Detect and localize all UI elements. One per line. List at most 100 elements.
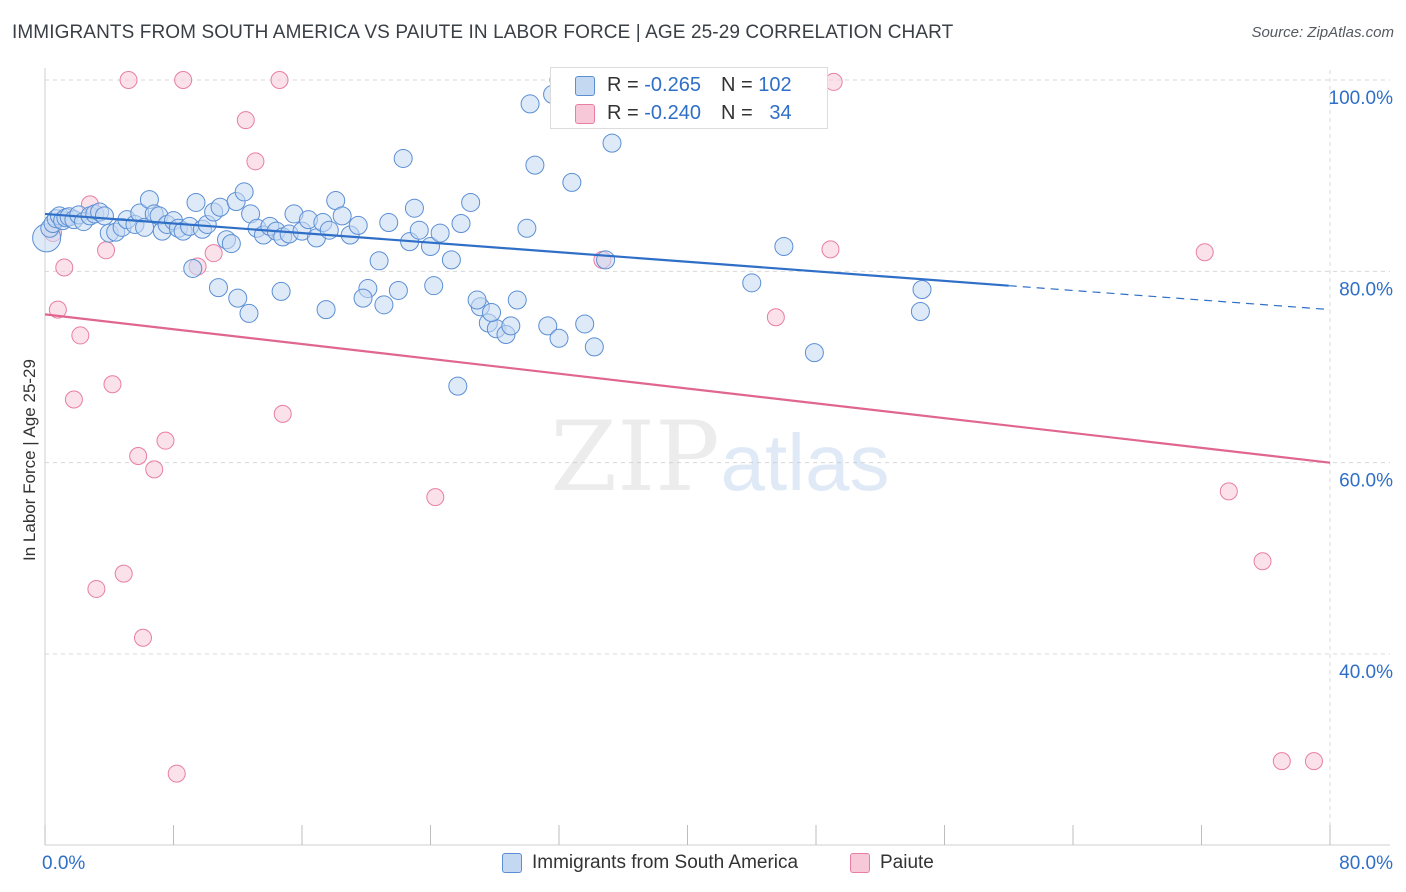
south-america-point — [441, 250, 461, 270]
south-america-point — [234, 182, 254, 202]
south-america-trend-line — [44, 212, 1009, 287]
y-tick-label: 60.0% — [1339, 471, 1393, 492]
paiute-point — [426, 488, 445, 507]
series-legend: Immigrants from South America Paiute — [0, 852, 1406, 878]
south-america-point — [596, 250, 616, 270]
south-america-point — [774, 236, 794, 256]
south-america-point — [348, 215, 368, 235]
source-credit: Source: ZipAtlas.com — [1251, 24, 1394, 41]
legend-swatch-pink — [850, 853, 870, 873]
legend-n-value: 102 — [758, 74, 792, 96]
legend-label: Paiute — [880, 852, 934, 873]
legend-swatch-blue — [502, 853, 522, 873]
legend-n-label: N = — [720, 74, 753, 96]
south-america-point — [183, 258, 203, 278]
legend-swatch-pink — [575, 103, 595, 124]
south-america-point — [379, 213, 399, 233]
axes — [44, 68, 1390, 846]
paiute-point — [204, 244, 223, 263]
south-america-point — [467, 290, 487, 310]
legend-r-label: R = — [607, 102, 639, 124]
legend-item-south-america[interactable]: Immigrants from South America — [502, 852, 798, 874]
south-america-point — [388, 280, 408, 300]
south-america-point — [910, 302, 930, 322]
south-america-point — [451, 214, 471, 233]
y-tick-label: 80.0% — [1339, 279, 1393, 300]
south-america-point — [804, 343, 824, 363]
legend-r-value: -0.240 — [644, 102, 701, 124]
paiute-point — [48, 300, 67, 319]
south-america-point — [584, 337, 604, 357]
x-tick-labels: 0.0% 80.0% — [42, 853, 1393, 874]
paiute-point — [174, 71, 193, 89]
south-america-point — [461, 192, 481, 212]
south-america-point — [575, 314, 595, 334]
legend-swatch-blue — [575, 75, 595, 96]
legend-item-paiute[interactable]: Paiute — [850, 852, 934, 874]
south-america-point — [549, 328, 569, 348]
trend-lines — [44, 212, 1331, 464]
paiute-point — [167, 764, 186, 783]
x-tick-label-max: 80.0% — [1339, 853, 1393, 874]
paiute-point — [821, 240, 840, 259]
south-america-point — [186, 192, 206, 212]
south-america-point — [525, 155, 545, 175]
paiute-point — [103, 375, 122, 394]
south-america-point — [448, 376, 468, 396]
legend-label: Immigrants from South America — [532, 852, 799, 873]
south-america-point — [538, 316, 558, 336]
south-america-point — [393, 148, 413, 168]
south-america-point — [404, 198, 424, 218]
south-america-point — [507, 290, 527, 310]
south-america-point — [374, 295, 394, 315]
watermark: ZIP atlas — [550, 401, 889, 513]
paiute-point — [246, 152, 265, 171]
south-america-point — [332, 206, 352, 226]
south-america-point — [208, 278, 228, 298]
watermark-zip: ZIP — [550, 401, 719, 513]
paiute-point — [156, 431, 175, 450]
paiute-point — [114, 564, 133, 583]
south-america-point — [239, 303, 259, 323]
paiute-point — [236, 111, 255, 130]
south-america-point — [94, 206, 114, 226]
y-tick-labels: 40.0% 60.0% 80.0% 100.0% — [1329, 88, 1394, 683]
paiute-point — [71, 326, 90, 345]
south-america-point — [742, 273, 762, 293]
paiute-trend-line — [44, 313, 1331, 464]
paiute-point — [55, 258, 74, 277]
south-america-point — [316, 300, 336, 320]
paiute-point — [1272, 752, 1291, 771]
chart-title: IMMIGRANTS FROM SOUTH AMERICA VS PAIUTE … — [12, 22, 954, 43]
south-america-point — [912, 280, 932, 300]
y-tick-label: 100.0% — [1329, 88, 1394, 109]
south-america-point — [210, 197, 230, 217]
correlation-legend: R = -0.265 N = 102 R = -0.240 N = 34 — [550, 67, 828, 129]
south-america-point — [353, 288, 373, 308]
south-america-point — [517, 218, 537, 238]
south-america-point — [228, 288, 248, 308]
paiute-point — [1195, 243, 1214, 262]
south-america-point — [562, 172, 582, 192]
paiute-point — [97, 241, 116, 260]
south-america-point — [430, 223, 450, 243]
legend-r-label: R = — [607, 74, 639, 96]
south-america-point — [602, 133, 622, 153]
south-america-point — [520, 94, 540, 114]
y-tick-label: 40.0% — [1339, 662, 1393, 683]
paiute-point — [87, 579, 106, 598]
south-america-point — [482, 302, 502, 322]
south-america-point — [271, 281, 291, 301]
paiute-point — [129, 446, 148, 465]
paiute-point — [273, 404, 292, 423]
paiute-point — [1219, 482, 1238, 501]
south-america-point — [501, 316, 521, 336]
legend-r-value: -0.265 — [644, 74, 701, 96]
paiute-point — [145, 460, 164, 479]
watermark-atlas: atlas — [721, 418, 890, 507]
south-america-point — [409, 220, 429, 240]
paiute-point — [270, 71, 289, 89]
south-america-point — [221, 234, 241, 254]
paiute-point — [133, 628, 152, 647]
paiute-point — [119, 71, 138, 89]
